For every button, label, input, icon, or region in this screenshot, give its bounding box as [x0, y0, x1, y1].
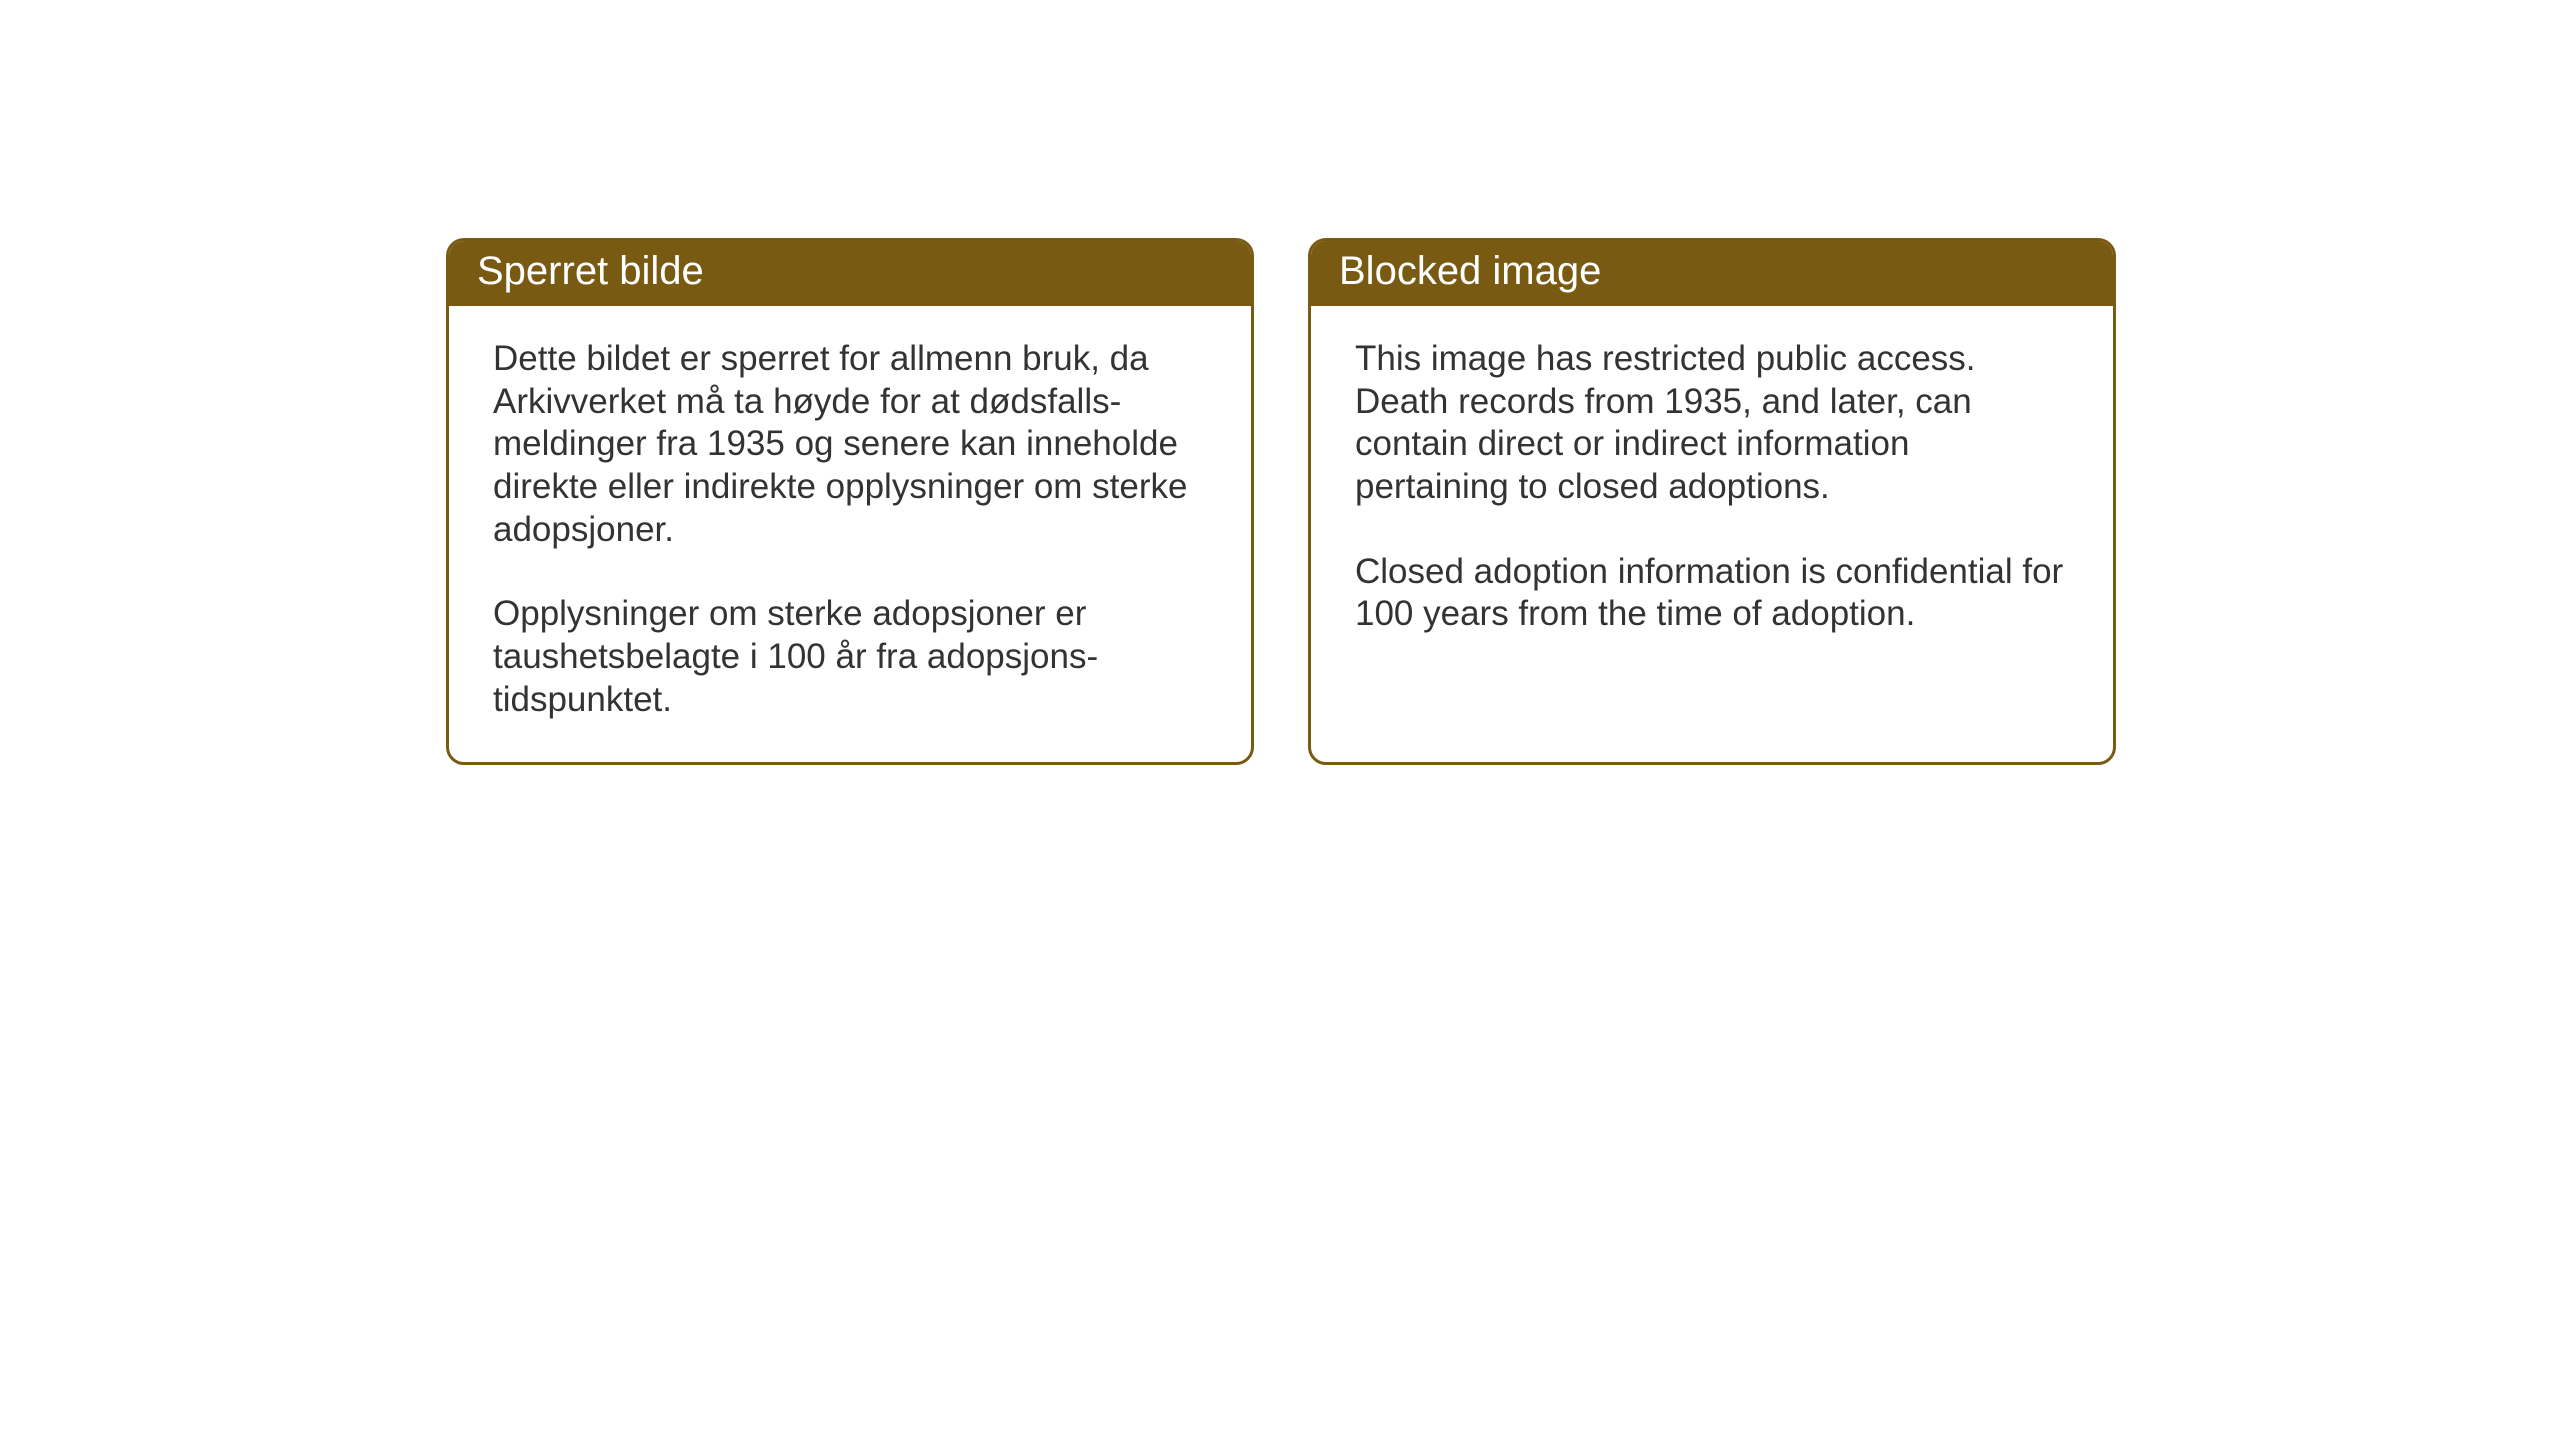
card-norwegian: Sperret bilde Dette bildet er sperret fo…	[446, 238, 1254, 765]
card-header-norwegian: Sperret bilde	[449, 241, 1251, 306]
card-header-english: Blocked image	[1311, 241, 2113, 306]
card-paragraph-2: Opplysninger om sterke adopsjoner er tau…	[493, 593, 1207, 721]
card-paragraph-1: This image has restricted public access.…	[1355, 338, 2069, 509]
card-english: Blocked image This image has restricted …	[1308, 238, 2116, 765]
card-body-norwegian: Dette bildet er sperret for allmenn bruk…	[449, 306, 1251, 762]
cards-container: Sperret bilde Dette bildet er sperret fo…	[0, 0, 2560, 765]
card-paragraph-2: Closed adoption information is confident…	[1355, 551, 2069, 636]
card-body-english: This image has restricted public access.…	[1311, 306, 2113, 736]
card-paragraph-1: Dette bildet er sperret for allmenn bruk…	[493, 338, 1207, 551]
